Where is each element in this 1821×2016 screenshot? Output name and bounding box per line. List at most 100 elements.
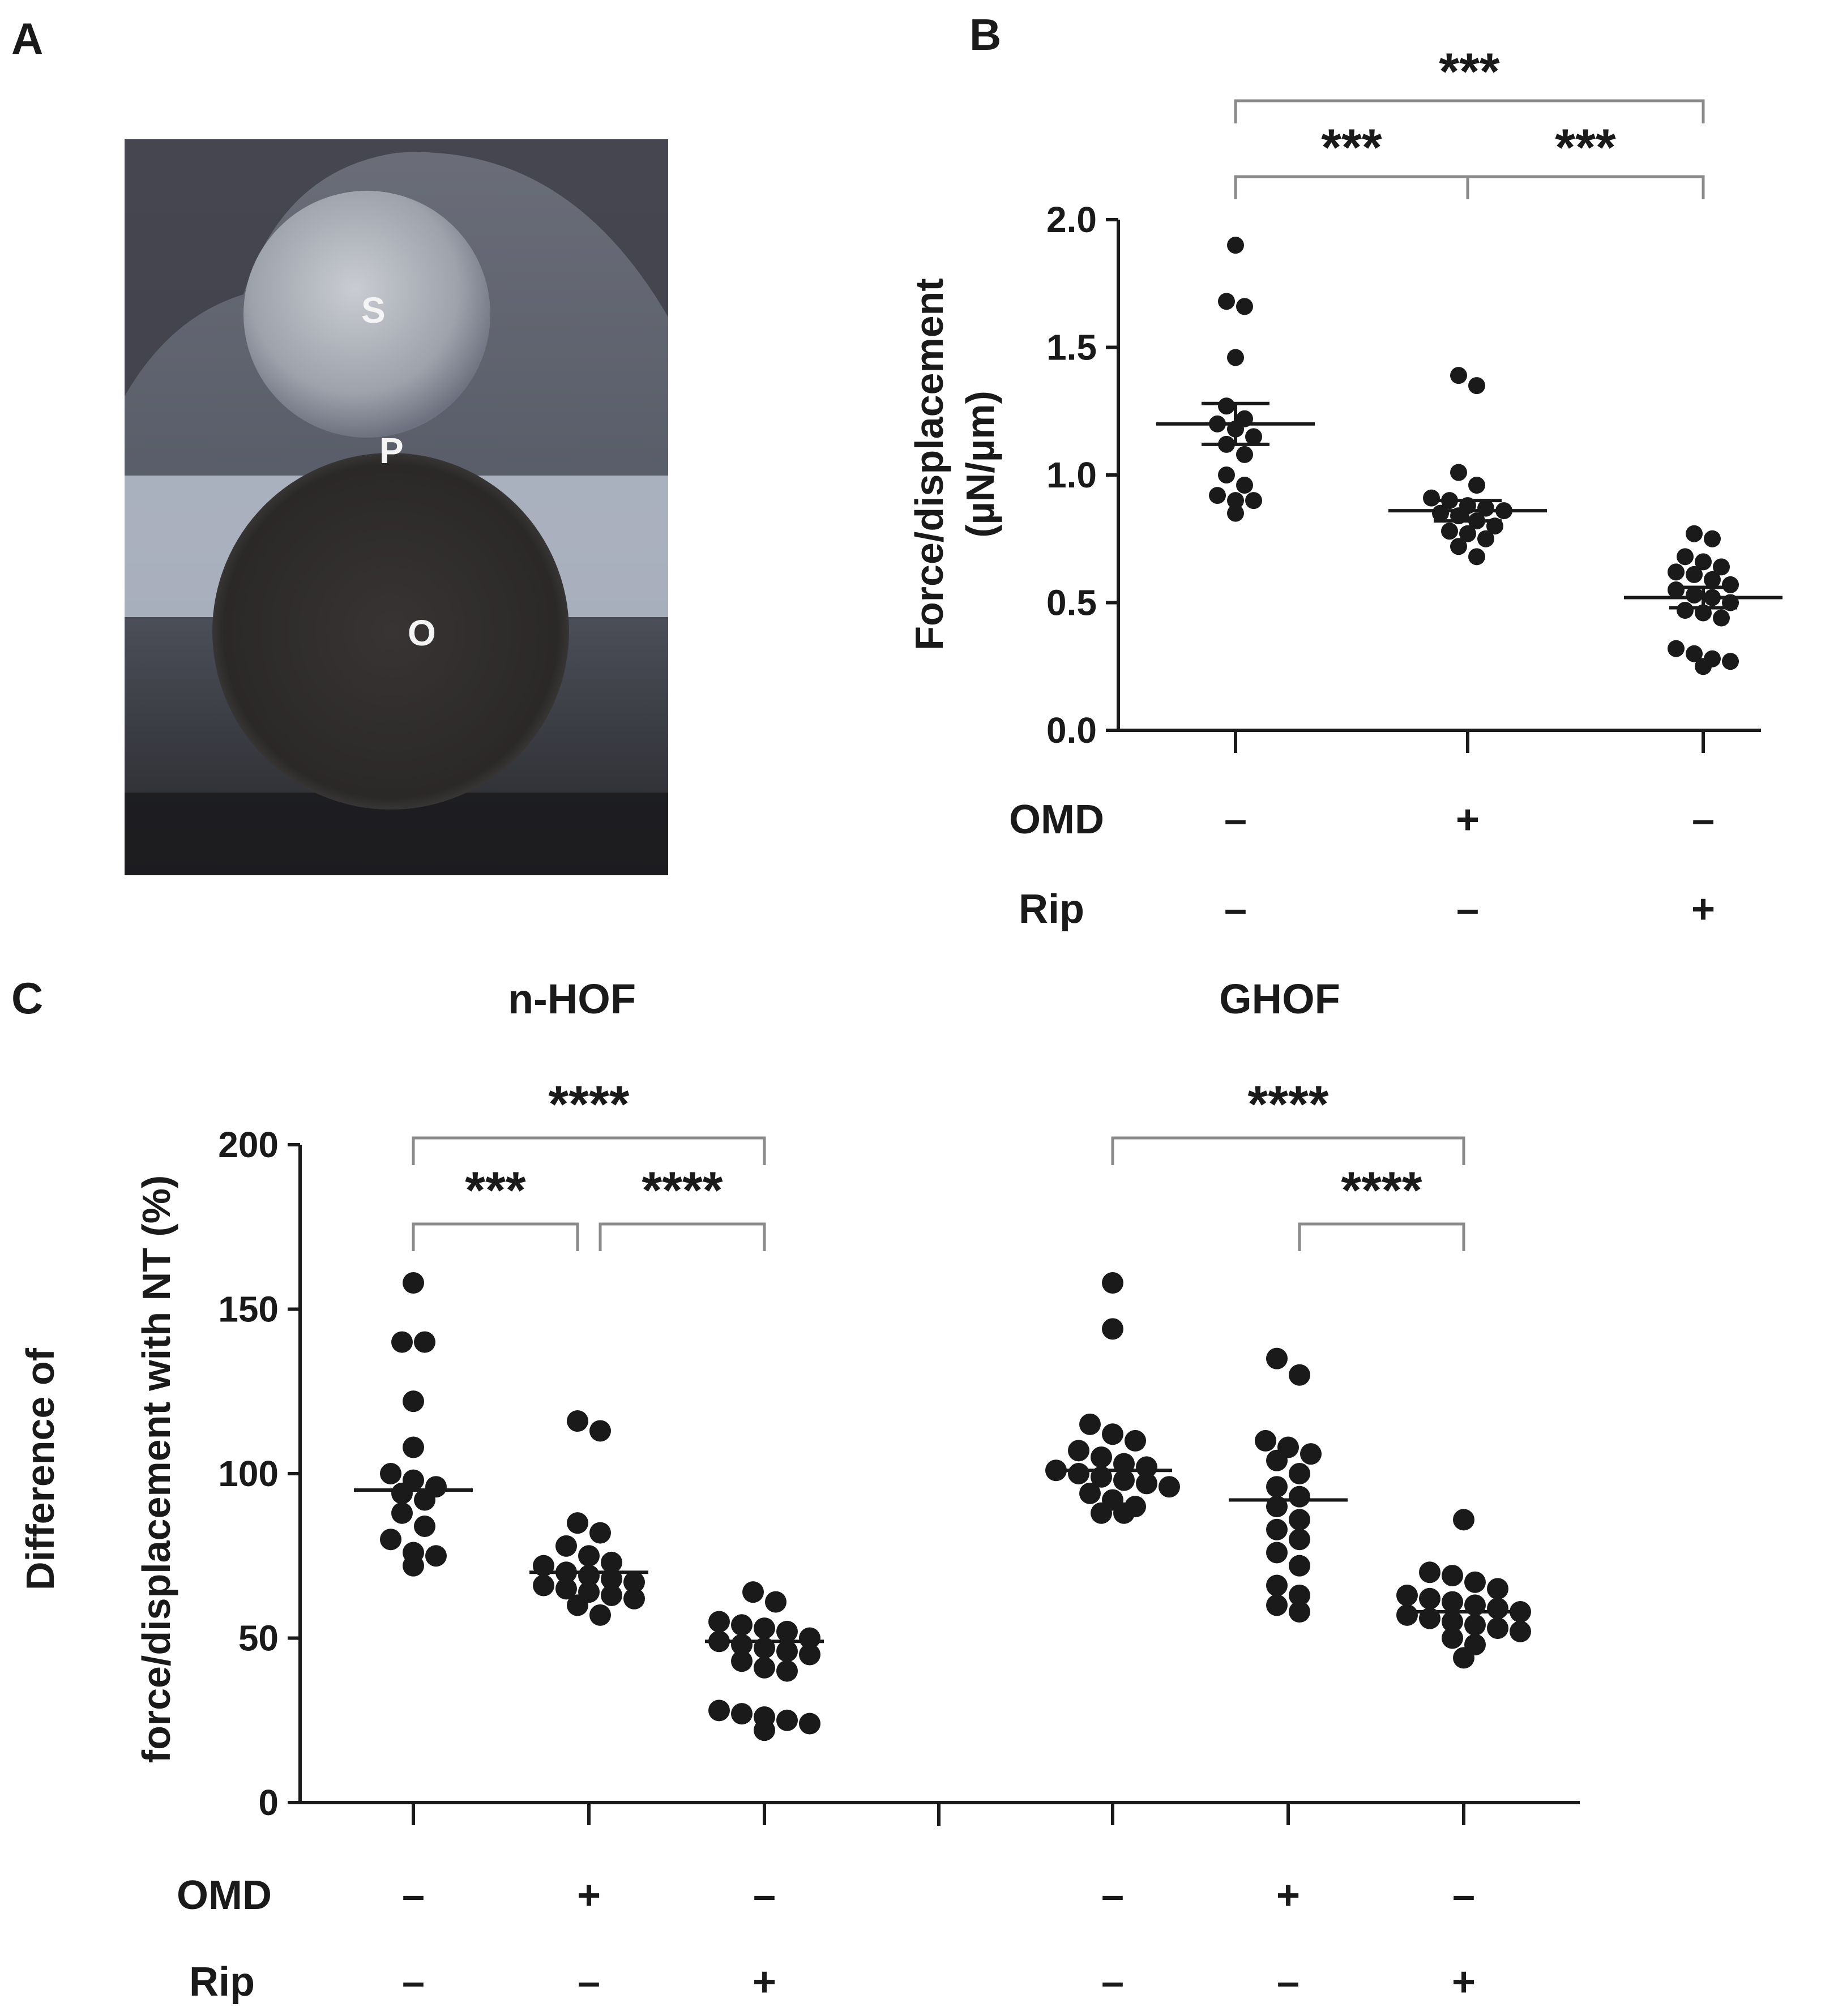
data-point [567,1512,588,1534]
data-point [754,1657,775,1679]
data-point [1432,504,1449,522]
data-point [414,1331,435,1353]
data-point [1218,293,1235,310]
data-point [1113,1469,1135,1491]
data-point [1266,1449,1288,1471]
significance-stars: **** [642,1162,723,1219]
data-point [1450,367,1467,384]
data-point [1236,477,1253,494]
data-point [567,1594,588,1616]
y-tick-label: 2.0 [1046,199,1097,240]
data-point [403,1555,424,1577]
data-point [1289,1509,1310,1531]
data-point [601,1551,622,1573]
data-point [1079,1482,1101,1504]
data-point [1441,523,1458,540]
omd-sign: + [1276,1873,1300,1918]
chart-c-ylabel-1: Difference of [18,1347,62,1590]
data-point [1668,563,1685,581]
data-point [1704,571,1721,588]
chart-b-row-omd: OMD [1009,797,1104,842]
data-point [731,1703,753,1725]
data-point [776,1620,798,1642]
rip-sign: + [753,1959,776,2005]
omd-sign: – [1224,797,1247,842]
data-point [567,1410,588,1432]
data-point [742,1581,764,1603]
y-tick-label: 0.0 [1046,710,1097,751]
data-point [1396,1604,1418,1626]
data-point [1102,1272,1123,1294]
data-point [1686,566,1703,583]
data-point [1487,1617,1508,1640]
omd-sign: – [402,1873,425,1918]
data-point [754,1719,775,1741]
data-point [799,1713,820,1735]
data-point [1266,1476,1288,1498]
omd-sign: – [1101,1873,1124,1918]
y-tick-label: 0 [258,1782,279,1823]
data-point [1136,1456,1157,1478]
data-point [799,1643,820,1666]
top-sphere [243,191,490,438]
rip-sign: – [1101,1959,1124,2005]
data-point [1677,548,1694,566]
data-point [708,1611,730,1633]
data-point [1266,1518,1288,1540]
significance-bracket [599,1222,766,1251]
data-point [754,1617,775,1640]
data-point [1113,1502,1135,1524]
photo-panel: S P O [125,139,668,875]
chart-c-ylabel-2: force/displacement with NT (%) [134,1175,178,1763]
data-point [1289,1555,1310,1577]
data-point [1468,548,1485,566]
data-point [1668,581,1685,598]
data-point [403,1390,424,1413]
data-point [1068,1440,1089,1462]
data-point [1102,1423,1123,1445]
data-point [589,1420,611,1442]
data-point [1686,586,1703,603]
data-point [776,1709,798,1731]
panel-label-a: A [11,14,43,63]
data-point [1468,477,1485,494]
significance-stars: *** [1321,119,1382,177]
data-point [765,1591,786,1613]
y-tick-label: 0.5 [1046,583,1097,623]
data-point [1464,1614,1486,1636]
significance-bracket [1298,1222,1465,1251]
data-point [1722,653,1739,670]
data-point [533,1574,554,1596]
data-point [555,1535,577,1557]
data-point [1695,553,1712,571]
data-point [799,1627,820,1649]
omd-sign: – [1452,1873,1475,1918]
significance-stars: **** [548,1076,629,1133]
data-point [1266,1347,1288,1369]
chart-c: Difference of force/displacement with NT… [18,975,1580,2005]
data-point [1442,1591,1463,1613]
chart-b-ylabel-1: Force/displacement [907,278,951,650]
data-point [1227,504,1244,522]
data-point [1487,1598,1508,1620]
chart-b-marks: 0.0 0.5 1.0 1.5 2.0 – – + – – + *** *** *** [1046,43,1782,932]
data-point [1068,1463,1089,1484]
data-point [1722,576,1739,593]
chart-b-row-rip: Rip [1019,887,1084,932]
data-point [1218,397,1235,415]
rip-sign: – [578,1959,600,2005]
rip-sign: + [1452,1959,1476,2005]
data-point [414,1489,435,1511]
photo-label-o: O [408,613,436,653]
chart-b: Force/displacement (µN/µm) OMD Rip 0.00.… [907,43,1782,932]
photo-label-s: S [361,290,386,331]
data-point [601,1584,622,1606]
significance-bracket [1111,1136,1465,1165]
data-point [391,1331,413,1353]
data-point [1464,1571,1486,1593]
data-point [1245,428,1262,446]
data-point [776,1660,798,1682]
data-point [776,1640,798,1662]
y-tick-label: 200 [218,1124,279,1165]
